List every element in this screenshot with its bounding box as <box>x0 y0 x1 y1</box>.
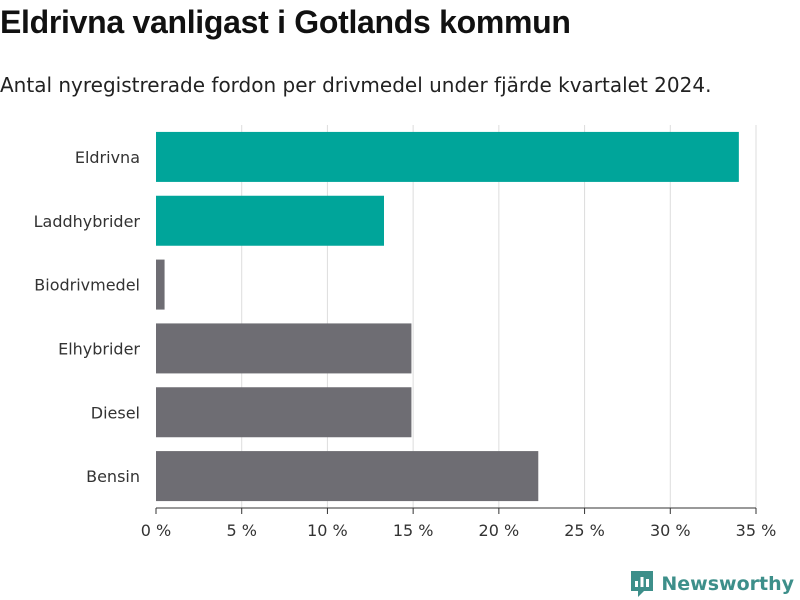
bar <box>156 387 412 438</box>
bar <box>156 131 739 182</box>
bar <box>156 195 384 246</box>
bar <box>156 451 539 502</box>
x-tick-label: 30 % <box>650 521 691 540</box>
x-tick-label: 15 % <box>393 521 434 540</box>
x-tick-label: 10 % <box>307 521 348 540</box>
brand-logo: Newsworthy <box>629 569 794 599</box>
category-label: Eldrivna <box>75 148 140 167</box>
newsworthy-logo-icon <box>631 571 654 597</box>
category-label: Elhybrider <box>58 339 140 358</box>
x-tick-label: 25 % <box>564 521 605 540</box>
category-label: Bensin <box>86 467 140 486</box>
bar <box>156 323 412 374</box>
brand-name: Newsworthy <box>661 573 794 595</box>
category-label: Biodrivmedel <box>34 276 140 295</box>
x-tick-label: 0 % <box>141 521 171 540</box>
chart-title: Eldrivna vanligast i Gotlands kommun <box>0 4 571 40</box>
x-tick-label: 35 % <box>736 521 777 540</box>
bar <box>156 259 165 310</box>
category-label: Diesel <box>91 403 140 422</box>
x-tick-label: 5 % <box>226 521 256 540</box>
category-label: Laddhybrider <box>34 212 141 231</box>
x-tick-label: 20 % <box>479 521 520 540</box>
chart-subtitle: Antal nyregistrerade fordon per drivmede… <box>0 73 712 97</box>
